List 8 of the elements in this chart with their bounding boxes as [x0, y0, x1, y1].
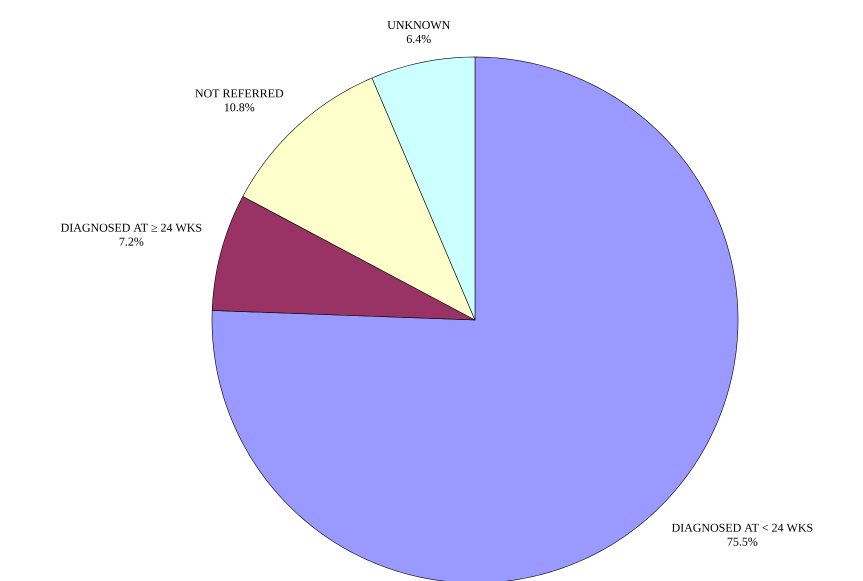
data-label: 6.4% — [406, 34, 431, 44]
data-label: 10.8% — [224, 103, 254, 112]
slice-label: DIAGNOSED AT ≥ 24 WKS — [61, 224, 202, 232]
slice-label: DIAGNOSED AT < 24 WKS — [672, 524, 812, 532]
data-label: 75.5% — [728, 538, 758, 546]
slice-label: UNKNOWN — [387, 21, 450, 30]
slice-label: NOT REFERRED — [195, 89, 284, 98]
data-label: 7.2% — [120, 238, 144, 246]
